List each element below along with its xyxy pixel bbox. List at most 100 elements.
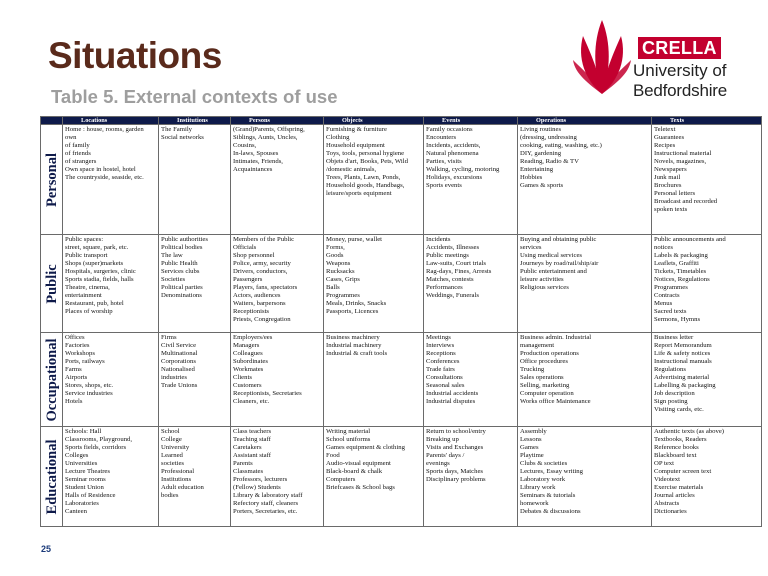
cell-line: Employers/ees <box>233 334 273 341</box>
cell-line: Schools: Hall <box>65 428 102 435</box>
cell-line: Universities <box>65 460 98 468</box>
cell-line: Meals, Drinks, Snacks <box>326 300 387 308</box>
cell-line: Office procedures <box>520 358 568 366</box>
cell-line: Debates & discussions <box>520 508 581 516</box>
cell-line: Clubs & societies <box>520 460 568 468</box>
cell-line: Public announcements and <box>654 236 726 243</box>
table-cell: Public spaces: street, square, park, etc.… <box>62 234 159 333</box>
cell-line: Computer screen text <box>654 468 712 476</box>
column-header-objects: Objects <box>323 116 424 125</box>
column-header-persons: Persons <box>230 116 324 125</box>
page-title: Situations <box>48 35 222 76</box>
cell-line: Priests, Congregation <box>233 316 291 324</box>
cell-line: Furnishing & furniture <box>326 126 387 133</box>
cell-line: Assembly <box>520 428 547 435</box>
cell-line: Household equipment <box>326 142 385 150</box>
table-cell: Money, purse, wallet Forms, Goods Weapons Ru… <box>323 234 424 333</box>
cell-line: Hospitals, surgeries, clinic <box>65 268 136 276</box>
logo-petal-shape <box>602 36 623 94</box>
cell-line: Objets d'art, Books, Pets, Wild <box>326 158 408 166</box>
cell-line: Public authorities <box>161 236 208 243</box>
cell-line: Entertaining <box>520 166 554 174</box>
cell-line: Computer operation <box>520 390 574 398</box>
cell-line: Industrial & craft tools <box>326 350 388 358</box>
cell-line: Sports days, Matches <box>426 468 484 476</box>
cell-line: Selling, marketing <box>520 382 570 390</box>
cell-line: Family occasions <box>426 126 473 133</box>
cell-line: Public meetings <box>426 252 469 260</box>
cell-line: Trade Unions <box>161 382 198 390</box>
cell-line: Trade fairs <box>426 366 455 374</box>
cell-line: Advertising material <box>654 374 710 382</box>
cell-line: Business machinery <box>326 334 380 341</box>
column-header-locations: Locations <box>62 116 159 125</box>
domain-cell-public: Public <box>40 234 63 333</box>
cell-line: Porters, Secretaries, etc. <box>233 508 298 516</box>
cell-line: Sign posting <box>654 398 688 406</box>
cell-line: Laboratory work <box>520 476 566 484</box>
table-cell: Return to school/entry Breaking up Visits … <box>423 426 518 527</box>
domain-cell-educational: Educational <box>40 426 63 527</box>
cell-line: Managers <box>233 342 260 350</box>
table-cell: Business admin. Industrial management Prod… <box>517 332 652 427</box>
table-row: Personal Home : house, rooms, garden own … <box>40 124 762 235</box>
cell-line: Incidents, accidents, <box>426 142 481 150</box>
cell-line: Walking, cycling, motoring <box>426 166 500 174</box>
cell-line: Colleges <box>65 452 89 460</box>
cell-line: Professors, lecturers <box>233 476 288 484</box>
cell-line: Drivers, conductors, <box>233 268 288 276</box>
cell-line: Life & safety notices <box>654 350 711 358</box>
cell-line: Visiting cards, etc. <box>654 406 704 414</box>
domain-label: Occupational <box>43 338 60 421</box>
cell-line: Public transport <box>65 252 108 260</box>
cell-line: Parents <box>233 460 253 468</box>
cell-line: Passports, Licences <box>326 308 379 316</box>
cell-line: Workmates <box>233 366 264 374</box>
cell-line: Exercise materials <box>654 484 704 492</box>
cell-line: Law-suits, Court trials <box>426 260 486 268</box>
table-cell: Business letter Report Memorandum Life & s… <box>651 332 762 427</box>
cell-line: Refectory staff, cleaners <box>233 500 299 508</box>
cell-line: Intimates, Friends, <box>233 158 283 166</box>
cell-line: Sports events <box>426 182 462 190</box>
cell-line: Audio-visual equipment <box>326 460 391 468</box>
cell-line: Blackboard text <box>654 452 697 460</box>
table-cell: Class teachers Teaching staff Caretakers As… <box>230 426 324 527</box>
column-header-operations: Operations <box>517 116 652 125</box>
cell-line: Dictionaries <box>654 508 687 516</box>
cell-line: Accidents, Illnesses <box>426 244 480 252</box>
cell-line: Actors, audiences <box>233 292 281 300</box>
table-cell: Assembly Lessons Games Playtime Clubs & soci… <box>517 426 652 527</box>
cell-line: Professional <box>161 468 195 476</box>
cell-line: Laboratories <box>65 500 99 508</box>
cell-line: Farms <box>65 366 82 374</box>
cell-line: Places of worship <box>65 308 113 316</box>
cell-line: Using medical services <box>520 252 583 260</box>
cell-line: Factories <box>65 342 90 350</box>
cell-line: societies <box>161 460 185 468</box>
table-row: Educational Schools: Hall Classrooms, Play… <box>40 426 762 527</box>
cell-line: In-laws, Spouses <box>233 150 279 158</box>
crella-logo: CRELLA University of Bedfordshire <box>571 14 761 114</box>
cell-line: Restaurant, pub, hotel <box>65 300 124 308</box>
cell-line: Lectures, Essay writing <box>520 468 583 476</box>
cell-line: Weddings, Funerals <box>426 292 479 300</box>
cell-line: Authentic texts (as above) <box>654 428 725 435</box>
table-cell: Business machinery Industrial machinery In… <box>323 332 424 427</box>
cell-line: Black-board & chalk <box>326 468 383 476</box>
table-header-row: Locations Institutions Persons Objects Event… <box>40 116 762 125</box>
external-contexts-table: Locations Institutions Persons Objects Event… <box>40 116 762 527</box>
cell-line: Receptions <box>426 350 456 358</box>
cell-line: Business letter <box>654 334 694 341</box>
cell-line: College <box>161 436 182 444</box>
cell-line: Halls of Residence <box>65 492 116 500</box>
cell-line: Meetings <box>426 334 451 341</box>
cell-line: Broadcast and recorded <box>654 198 718 206</box>
cell-line: cooking, eating, washing, etc.) <box>520 142 602 150</box>
cell-line: Playtime <box>520 452 544 460</box>
cell-line: Own space in hostel, hotel <box>65 166 136 174</box>
cell-line: The countryside, seaside, etc. <box>65 174 144 182</box>
logo-petal-shape <box>602 60 631 94</box>
cell-line: Labelling & packaging <box>654 382 716 390</box>
cell-line: (dressing, undressing <box>520 134 577 142</box>
